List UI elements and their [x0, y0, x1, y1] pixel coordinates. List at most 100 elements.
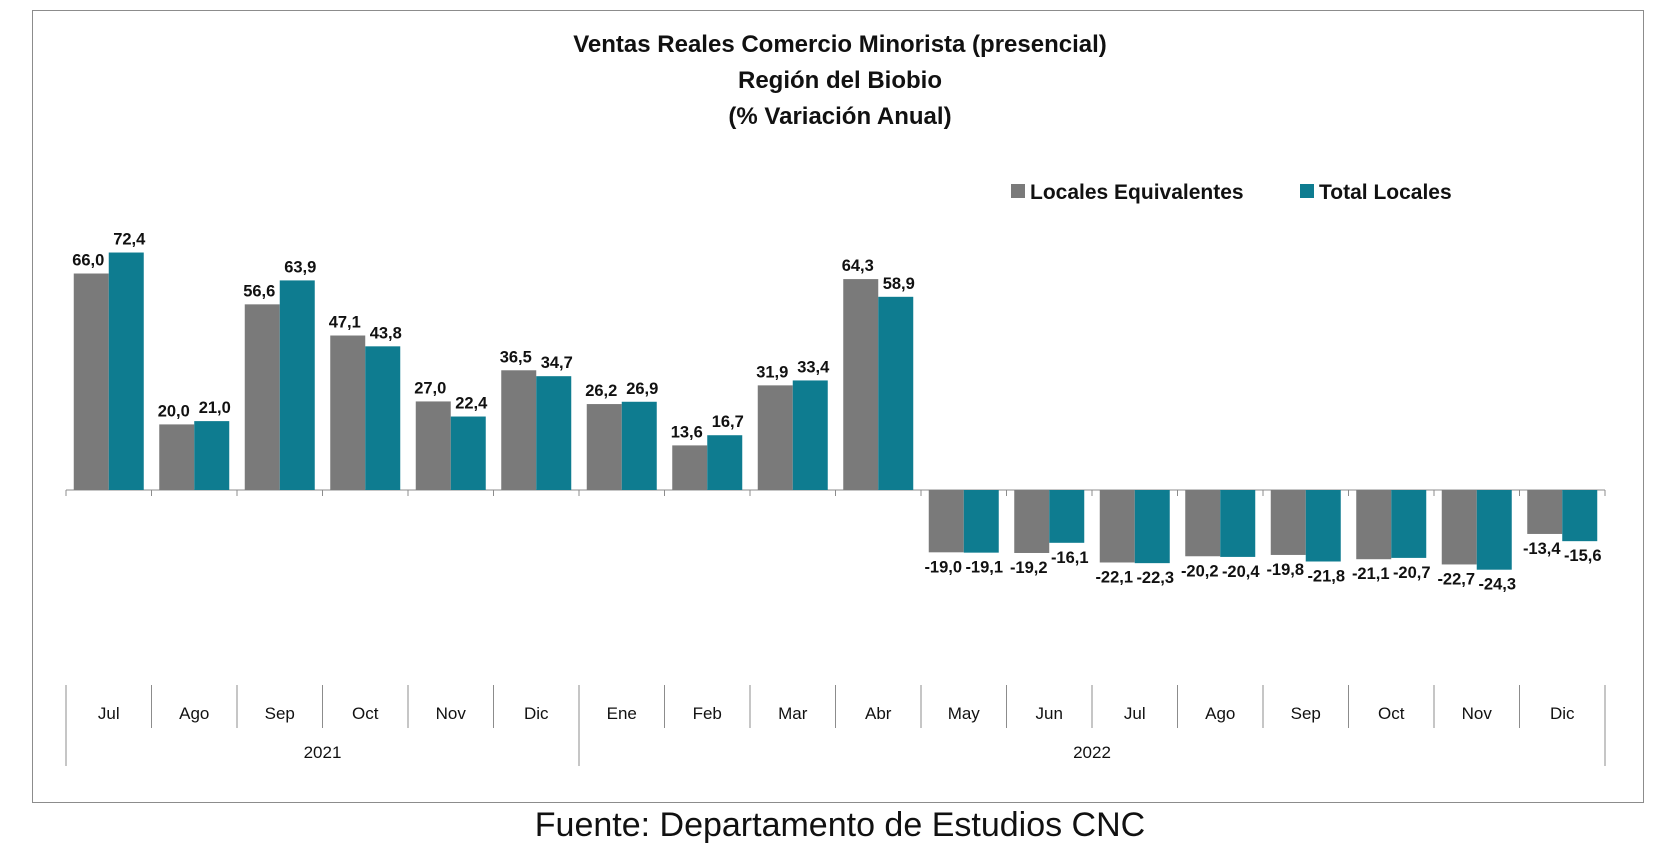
bar: [450, 416, 486, 490]
bar: [672, 445, 708, 490]
data-label: 16,7: [712, 413, 744, 431]
data-label: 43,8: [370, 324, 402, 342]
bar: [73, 273, 109, 490]
bar: [1476, 490, 1512, 570]
data-label: 20,0: [158, 402, 190, 420]
data-label: -19,2: [1010, 559, 1048, 577]
data-label: 64,3: [842, 257, 874, 275]
category-label: Nov: [436, 704, 467, 723]
data-label: -13,4: [1523, 540, 1561, 558]
data-label: 31,9: [756, 363, 788, 381]
data-label: -19,0: [924, 558, 962, 576]
data-label: 27,0: [414, 379, 446, 397]
legend-swatch-total-locales: [1300, 184, 1314, 198]
bar: [1049, 490, 1085, 543]
legend-swatch-locales-equivalentes: [1011, 184, 1025, 198]
bar: [1014, 490, 1050, 553]
bar: [536, 376, 572, 490]
category-label: Sep: [265, 704, 295, 723]
chart-title-line-3: (% Variación Anual): [728, 103, 951, 130]
bar: [1441, 490, 1477, 565]
bar: [1099, 490, 1135, 563]
group-label: 2021: [304, 743, 342, 762]
data-label: 33,4: [797, 358, 830, 376]
data-label: -19,1: [965, 559, 1003, 577]
data-label: -20,7: [1393, 564, 1431, 582]
bar: [415, 401, 451, 490]
data-label: 66,0: [72, 252, 104, 270]
chart-title-line-2: Región del Biobio: [738, 67, 942, 94]
category-label: Ago: [179, 704, 209, 723]
category-label: Feb: [693, 704, 722, 723]
data-label: 21,0: [199, 399, 231, 417]
group-label: 2022: [1073, 743, 1111, 762]
legend-label-total-locales: Total Locales: [1319, 181, 1452, 204]
data-label: 26,9: [626, 380, 658, 398]
data-label: -22,3: [1136, 569, 1174, 587]
data-label: 34,7: [541, 354, 573, 372]
bar: [928, 490, 964, 553]
category-label: Abr: [865, 704, 892, 723]
bar: [1270, 490, 1306, 555]
data-label: -19,8: [1266, 561, 1304, 579]
bar: [1527, 490, 1563, 534]
category-label: Mar: [778, 704, 808, 723]
category-label: Oct: [352, 704, 379, 723]
bar: [279, 280, 315, 490]
bar: [330, 335, 366, 490]
data-label: 13,6: [671, 423, 703, 441]
category-label: Ene: [607, 704, 637, 723]
data-label: -22,1: [1095, 568, 1133, 586]
category-label: Ago: [1205, 704, 1235, 723]
data-label: 72,4: [113, 231, 146, 249]
bar: [586, 404, 622, 490]
bar: [621, 401, 657, 490]
data-label: 56,6: [243, 282, 275, 300]
bar: [1562, 490, 1598, 542]
category-label: May: [948, 704, 981, 723]
bar: [1185, 490, 1221, 557]
bar: [501, 370, 537, 490]
category-label: Oct: [1378, 704, 1405, 723]
bar: [108, 252, 144, 490]
category-label: Jul: [98, 704, 120, 723]
data-label: 22,4: [455, 395, 488, 413]
plot-area: 66,0 20,0 56,6 47,1 27,0 36,5 26,2 13,6 31,9 64,3…: [65, 231, 1606, 766]
data-label: 47,1: [329, 314, 361, 332]
data-label: -15,6: [1564, 547, 1602, 565]
source-note: Fuente: Departamento de Estudios CNC: [534, 806, 1146, 844]
bar: [792, 380, 828, 490]
category-label: Jun: [1036, 704, 1063, 723]
bar: [194, 421, 230, 490]
bar: [244, 304, 280, 490]
data-label: 26,2: [585, 382, 617, 400]
bar: [1220, 490, 1256, 557]
bar: [1305, 490, 1341, 562]
category-label: Dic: [1550, 704, 1575, 723]
bar: [1391, 490, 1427, 558]
legend-label-locales-equivalentes: Locales Equivalentes: [1030, 181, 1244, 204]
data-label: -21,1: [1352, 565, 1390, 583]
data-label: 63,9: [284, 258, 316, 276]
data-label: -22,7: [1437, 570, 1475, 588]
category-label: Nov: [1462, 704, 1493, 723]
bar: [1356, 490, 1392, 560]
bar: [878, 296, 914, 490]
bar: [159, 424, 195, 490]
bar: [365, 346, 401, 490]
bar: [843, 279, 879, 490]
data-label: -20,2: [1181, 562, 1219, 580]
data-label: -20,4: [1222, 563, 1260, 581]
data-label: -21,8: [1307, 568, 1345, 586]
legend: Locales Equivalentes Total Locales: [1011, 181, 1452, 204]
bar: [707, 435, 743, 490]
data-label: 36,5: [500, 348, 532, 366]
category-label: Dic: [524, 704, 549, 723]
bar: [757, 385, 793, 490]
category-label: Jul: [1124, 704, 1146, 723]
data-label: -16,1: [1051, 549, 1089, 567]
bar: [963, 490, 999, 553]
category-label: Sep: [1291, 704, 1321, 723]
chart-title-line-1: Ventas Reales Comercio Minorista (presen…: [573, 31, 1107, 58]
bar: [1134, 490, 1170, 564]
